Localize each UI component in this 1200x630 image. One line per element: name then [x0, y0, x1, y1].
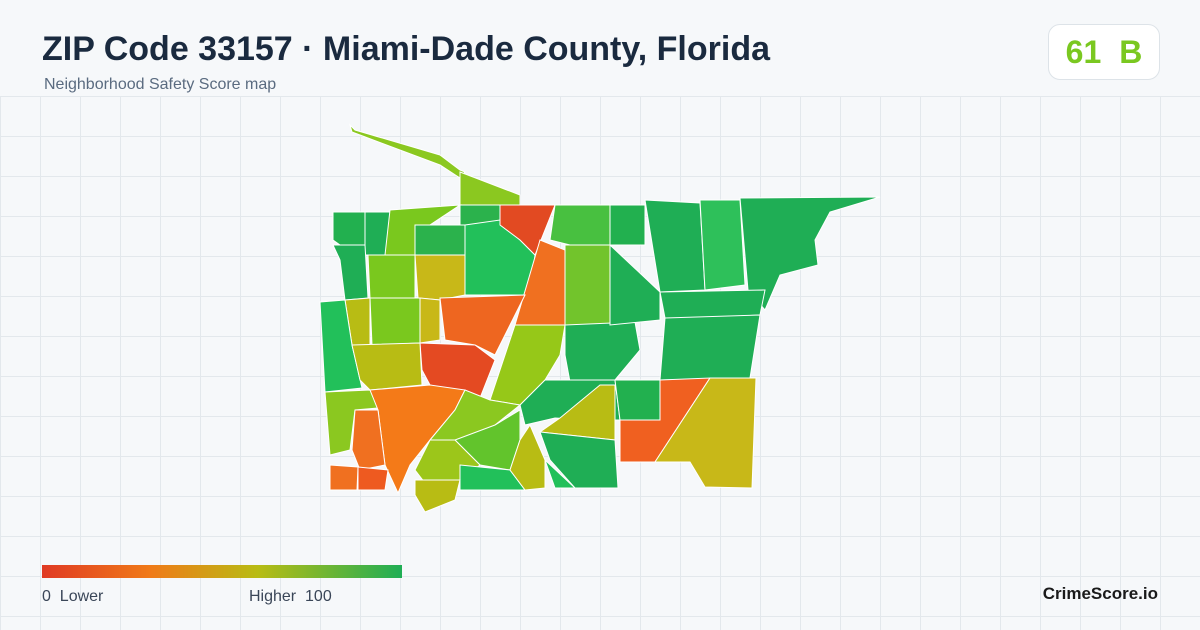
legend-high: Higher 100	[249, 588, 332, 606]
zip-area	[499, 204, 556, 256]
zip-area	[539, 431, 619, 489]
zip-area	[357, 466, 389, 491]
legend-gradient	[42, 565, 402, 578]
zip-area	[351, 409, 386, 471]
zip-area	[699, 199, 746, 291]
legend-low: 0 Lower	[42, 588, 103, 606]
zip-area	[609, 243, 661, 326]
score: 61	[1065, 33, 1102, 70]
zip-area	[459, 171, 521, 206]
zip-areas	[319, 123, 881, 513]
zip-area	[614, 379, 661, 421]
zip-area	[659, 289, 766, 319]
zip-area	[414, 224, 466, 256]
title: ZIP Code 33157 · Miami-Dade County, Flor…	[42, 30, 770, 68]
zip-area	[644, 199, 706, 293]
zip-area	[564, 321, 641, 383]
zip-area	[609, 204, 646, 246]
zip-area	[439, 294, 526, 356]
zip-area	[329, 464, 359, 491]
zip-area	[654, 377, 757, 489]
zip-area	[414, 254, 466, 301]
zip-area	[332, 211, 366, 246]
zip-area	[367, 254, 416, 299]
legend-min-label: Lower	[59, 588, 104, 605]
zip-area	[414, 479, 461, 513]
legend-max: 100	[305, 588, 332, 605]
score-badge: 61 B	[1048, 24, 1160, 80]
zip-area	[544, 459, 577, 489]
brand: CrimeScore.io	[1042, 584, 1158, 603]
zip-area	[351, 342, 423, 391]
subtitle: Neighborhood Safety Score map	[44, 76, 277, 93]
grade: B	[1119, 33, 1143, 70]
zip-area	[419, 297, 441, 344]
zip-area	[549, 204, 611, 246]
zip-area	[348, 123, 466, 179]
zip-area	[659, 314, 761, 381]
header: ZIP Code 33157 · Miami-Dade County, Flor…	[0, 0, 1200, 97]
zip-area	[332, 244, 369, 301]
legend-min: 0	[42, 588, 51, 605]
zip-area	[369, 297, 421, 346]
legend-max-label: Higher	[249, 588, 297, 605]
zip-area	[564, 244, 611, 326]
